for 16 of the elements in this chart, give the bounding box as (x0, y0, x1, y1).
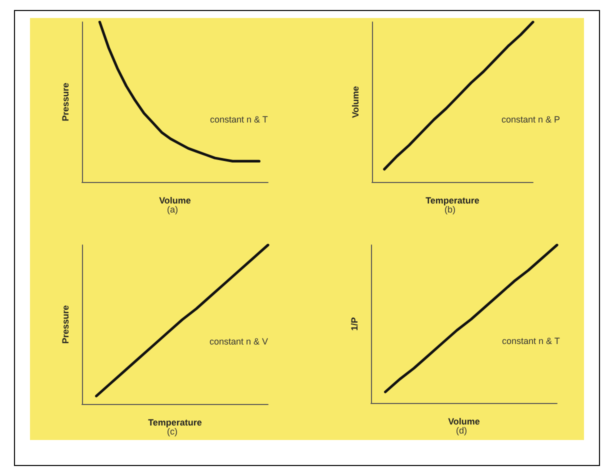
text: (d) (456, 426, 467, 436)
text: (c) (167, 426, 178, 436)
annotation: constant n & V (209, 336, 268, 347)
x-axis-title: Temperature (148, 418, 202, 428)
annotation: constant n & T (210, 114, 268, 124)
x-axis-title: Volume (448, 416, 480, 426)
x-axis-title: Temperature (426, 196, 480, 206)
x-axis-title: Volume (159, 196, 191, 206)
y-axis-title: Pressure (60, 305, 70, 344)
text: (b) (444, 204, 456, 214)
annotation: constant n & P (501, 114, 560, 124)
y-axis-title: 1/P (350, 317, 360, 331)
y-axis-title: Volume (350, 86, 360, 118)
annotation: constant n & T (502, 336, 560, 346)
text: (a) (167, 204, 178, 214)
y-axis-title: Pressure (60, 82, 70, 122)
